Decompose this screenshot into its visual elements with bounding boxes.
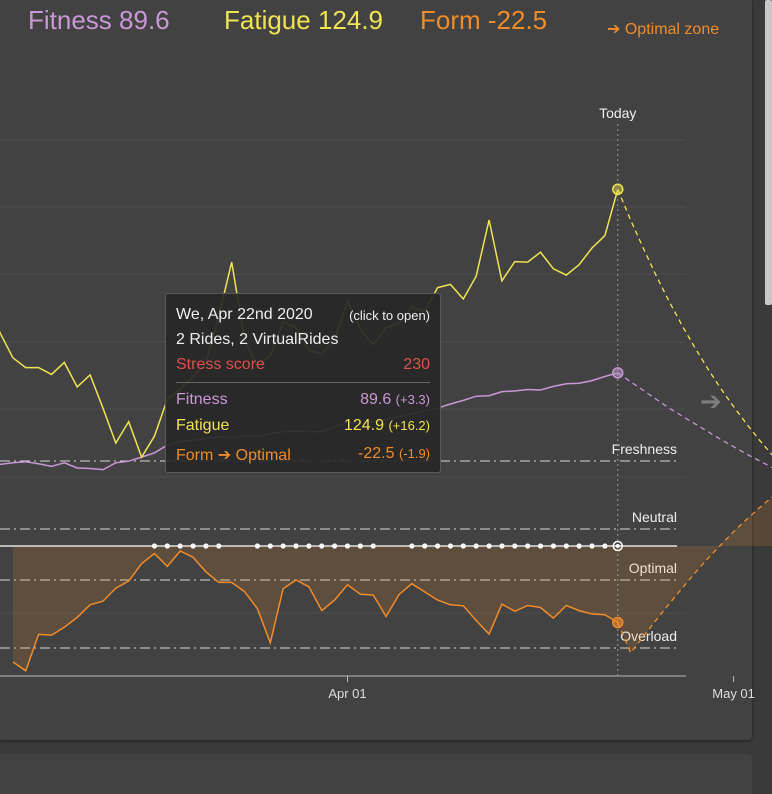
fatigue-today-marker	[612, 183, 624, 196]
tooltip-date: We, Apr 22nd 2020	[176, 306, 313, 323]
activity-dot-today	[612, 540, 624, 552]
activity-dot	[293, 543, 299, 549]
tooltip-stress-value: 230	[403, 356, 430, 373]
form-line	[12, 550, 619, 672]
activity-dot	[306, 543, 312, 549]
x-tick-label: May 01	[712, 686, 755, 701]
tooltip-activities: 2 Rides, 2 VirtualRides	[176, 331, 339, 348]
activity-dot	[499, 543, 505, 549]
activity-dot	[177, 543, 183, 549]
activity-dot	[602, 543, 608, 549]
scrollbar-thumb[interactable]	[765, 0, 772, 305]
activity-dot	[357, 543, 363, 549]
activity-dot	[332, 543, 338, 549]
tooltip-fitness-delta: (+3.3)	[395, 392, 430, 407]
fitness-projection-line	[617, 372, 772, 469]
activity-dot	[344, 543, 351, 549]
tooltip-divider	[176, 382, 430, 383]
zone-label-overload: Overload	[620, 628, 677, 644]
activity-dots	[151, 540, 624, 552]
activity-dot	[576, 543, 582, 549]
tooltip-fatigue-value: 124.9	[343, 417, 384, 434]
day-tooltip[interactable]: We, Apr 22nd 2020 (click to open) 2 Ride…	[165, 293, 441, 473]
activity-dot	[434, 543, 441, 549]
activity-dot	[267, 543, 273, 549]
x-tick-label: Apr 01	[328, 686, 366, 701]
activity-dot	[550, 543, 557, 549]
form-area	[12, 546, 618, 671]
tooltip-fitness-label: Fitness	[176, 391, 228, 408]
activity-dot	[473, 543, 479, 549]
next-arrow-icon[interactable]: ➔	[700, 386, 722, 416]
activity-dot	[486, 543, 492, 549]
activity-dot	[422, 543, 428, 549]
tooltip-stress-label: Stress score	[176, 356, 265, 373]
optimal-zone-link[interactable]: ➔ Optimal zone	[607, 21, 720, 38]
form-areas	[12, 497, 772, 671]
tooltip-fatigue-label: Fatigue	[176, 417, 230, 434]
tooltip-form-delta: (-1.9)	[398, 446, 430, 461]
header-fitness: Fitness 89.6	[28, 5, 170, 35]
today-label: Today	[599, 105, 636, 121]
activity-dot	[216, 543, 222, 549]
activity-dot	[151, 543, 158, 549]
activity-dot	[190, 543, 196, 549]
activity-dot	[525, 543, 531, 549]
activity-dot	[460, 543, 466, 549]
form-today-marker	[612, 616, 624, 629]
activity-dot	[280, 543, 286, 549]
activity-dot	[254, 543, 260, 549]
tooltip-hint[interactable]: (click to open)	[349, 308, 430, 323]
activity-dot	[319, 543, 325, 549]
activity-dot	[409, 543, 415, 549]
tooltip-form-label: Form ➔ Optimal	[176, 447, 291, 464]
x-axis: Apr 01 May 01	[0, 675, 755, 701]
header-fatigue: Fatigue 124.9	[224, 5, 384, 35]
activity-dot	[589, 543, 595, 549]
activity-dot	[370, 543, 376, 549]
today-markers: Today	[599, 105, 636, 629]
activity-dot	[537, 543, 544, 549]
zone-lines: Freshness Neutral Optimal Overload	[0, 441, 677, 649]
activity-dot	[447, 543, 454, 549]
activity-dot	[512, 543, 518, 549]
fatigue-projection-line	[617, 189, 772, 456]
header-form: Form -22.5	[420, 5, 548, 35]
tooltip-form-value: -22.5	[358, 445, 395, 462]
activity-dot	[203, 543, 209, 549]
fitness-today-marker	[612, 367, 624, 379]
zone-label-freshness: Freshness	[612, 441, 677, 457]
tooltip-fitness-value: 89.6	[360, 391, 392, 408]
zone-label-neutral: Neutral	[632, 509, 677, 525]
activity-dot	[164, 543, 170, 549]
tooltip-fatigue-delta: (+16.2)	[388, 418, 430, 433]
zone-label-optimal: Optimal	[629, 560, 677, 576]
form-projection-area	[617, 497, 772, 653]
activity-dot	[563, 543, 569, 549]
activity-dot	[615, 544, 620, 548]
